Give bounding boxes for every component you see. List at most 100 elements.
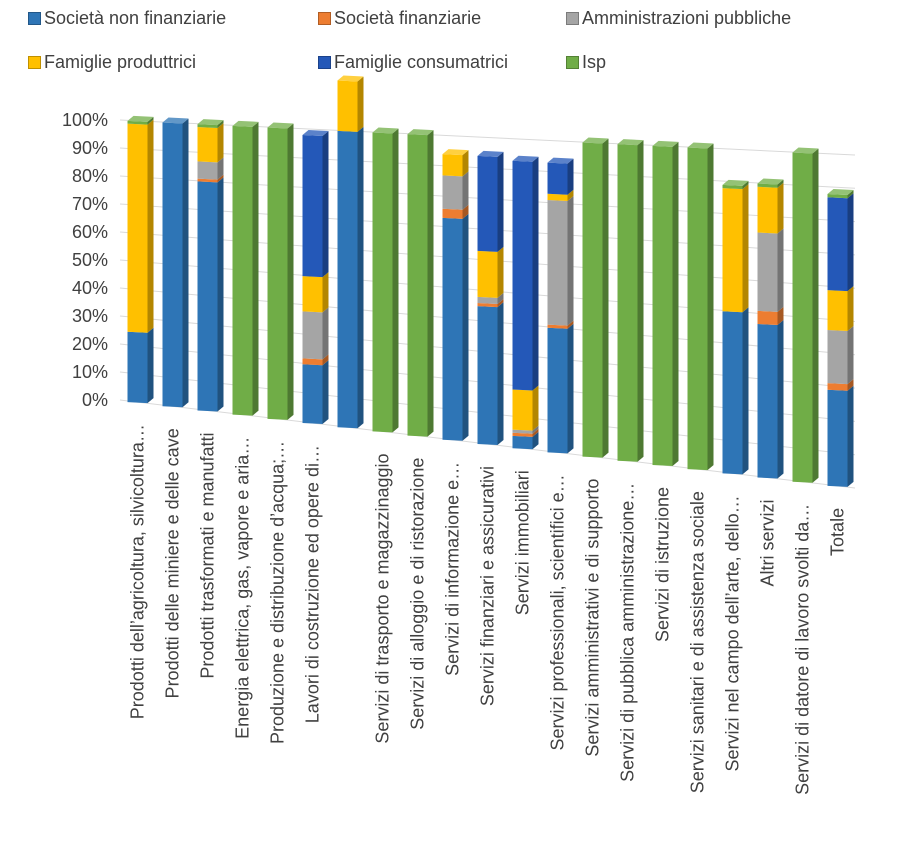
bar-segment xyxy=(232,120,259,416)
bar-segment xyxy=(547,196,574,326)
x-tick-label: Servizi di pubblica amministrazione… xyxy=(618,483,638,782)
bar-segment xyxy=(302,354,329,366)
bar-segment xyxy=(827,193,854,292)
x-tick-label: Energia elettrica, gas, vapore e aria… xyxy=(233,437,253,739)
legend: Società non finanziarie Società finanzia… xyxy=(0,0,897,90)
bar-segment xyxy=(302,130,329,278)
bar-segment xyxy=(477,292,504,305)
x-tick-label: Servizi di informazione e… xyxy=(443,462,463,676)
bar-segment xyxy=(337,75,364,132)
gridline xyxy=(119,119,856,156)
y-axis-ticks: 0% 10% 20% 30% 40% 50% 60% 70% 80% 90% 100% xyxy=(62,110,108,410)
legend-item-amministrazioni-pubbliche: Amministrazioni pubbliche xyxy=(566,8,791,29)
bar-segment xyxy=(372,127,399,433)
y-tick-label: 30% xyxy=(72,306,108,326)
bar-segment xyxy=(197,177,224,412)
bar-segment xyxy=(512,428,539,437)
bar-segment xyxy=(722,184,749,313)
legend-label: Società non finanziarie xyxy=(44,8,227,28)
bar-segment xyxy=(687,142,714,471)
y-tick-label: 50% xyxy=(72,250,108,270)
y-tick-label: 100% xyxy=(62,110,108,130)
bar-segment xyxy=(827,188,854,199)
bar-segment xyxy=(197,123,224,163)
bar-segment xyxy=(757,306,784,325)
legend-swatch xyxy=(318,56,331,69)
y-tick-label: 40% xyxy=(72,278,108,298)
x-tick-label: Servizi di datore di lavoro svolti da… xyxy=(793,504,813,795)
x-tick-label: Servizi professionali, scientifici e… xyxy=(548,474,568,750)
bar-segment xyxy=(582,137,609,458)
legend-label: Società finanziarie xyxy=(334,8,482,28)
x-tick-label: Lavori di costruzione ed opere di… xyxy=(303,445,323,723)
bar-segment xyxy=(477,299,504,308)
bar-segment xyxy=(512,431,539,450)
bar-segment xyxy=(792,147,819,483)
x-tick-label: Servizi finanziari e assicurativi xyxy=(478,466,498,706)
bar-segment xyxy=(197,174,224,183)
x-axis-labels: Prodotti dell’agricoltura, silvicoltura…… xyxy=(128,424,848,795)
bar-segment xyxy=(827,325,854,385)
legend-swatch xyxy=(318,12,331,25)
y-tick-label: 10% xyxy=(72,362,108,382)
bar-segment xyxy=(127,119,154,333)
bar-segment xyxy=(267,122,294,420)
bar-segment xyxy=(442,149,469,177)
bar-segment xyxy=(757,228,784,312)
bar-segment xyxy=(302,360,329,425)
bar-segment xyxy=(477,246,504,298)
y-tick-label: 0% xyxy=(82,390,108,410)
bar-segment xyxy=(547,189,574,202)
legend-label: Amministrazioni pubbliche xyxy=(582,8,792,28)
y-tick-label: 20% xyxy=(72,334,108,354)
legend-item-famiglie-consumatrici: Famiglie consumatrici xyxy=(318,52,508,73)
x-tick-label: Prodotti trasformati e manufatti xyxy=(198,432,218,678)
legend-label: Isp xyxy=(582,52,607,72)
x-tick-label: Produzione e distribuzione d’acqua;… xyxy=(268,441,288,744)
legend-label: Famiglie consumatrici xyxy=(334,52,509,72)
x-tick-label: Servizi amministrativi e di supporto xyxy=(583,479,603,757)
bar-segment xyxy=(127,115,154,125)
legend-swatch xyxy=(566,12,579,25)
bar-segment xyxy=(407,129,434,437)
bar-segment xyxy=(442,171,469,210)
y-tick-label: 70% xyxy=(72,194,108,214)
y-tick-label: 60% xyxy=(72,222,108,242)
legend-item-societa-finanziarie: Società finanziarie xyxy=(318,8,481,29)
x-tick-label: Servizi nel campo dell’arte, dello… xyxy=(723,495,743,771)
legend-swatch xyxy=(28,56,41,69)
y-tick-label: 90% xyxy=(72,138,108,158)
legend-item-isp: Isp xyxy=(566,52,606,73)
bar-segment xyxy=(827,379,854,391)
bar-segment xyxy=(652,140,679,466)
bar-segment xyxy=(512,425,539,434)
bar-segment xyxy=(302,307,329,360)
bars xyxy=(127,75,854,487)
bar-segment xyxy=(197,157,224,180)
legend-swatch xyxy=(28,12,41,25)
legend-item-famiglie-produttrici: Famiglie produttrici xyxy=(28,52,196,73)
x-tick-label: Totale xyxy=(828,508,848,556)
x-tick-label: Servizi immobiliari xyxy=(513,470,533,615)
x-tick-label: Servizi di trasporto e magazzinaggio xyxy=(373,453,393,743)
bar-segment xyxy=(302,272,329,313)
bar-segment xyxy=(197,119,224,129)
bar-segment xyxy=(547,320,574,329)
x-tick-label: Altri servizi xyxy=(758,500,778,587)
bar-segment xyxy=(722,307,749,475)
legend-swatch xyxy=(566,56,579,69)
bar-segment xyxy=(512,155,539,391)
bar-segment xyxy=(512,385,539,431)
bar-segment xyxy=(757,319,784,479)
x-tick-label: Servizi di istruzione xyxy=(653,487,673,642)
legend-label: Famiglie produttrici xyxy=(44,52,197,72)
bar-segment xyxy=(547,157,574,195)
bar-segment xyxy=(477,150,504,252)
x-tick-label: Prodotti delle miniere e delle cave xyxy=(163,428,183,698)
bar-segment xyxy=(757,178,784,188)
bar-segment xyxy=(442,204,469,219)
bar-segment xyxy=(547,323,574,454)
bar-segment xyxy=(827,385,854,487)
